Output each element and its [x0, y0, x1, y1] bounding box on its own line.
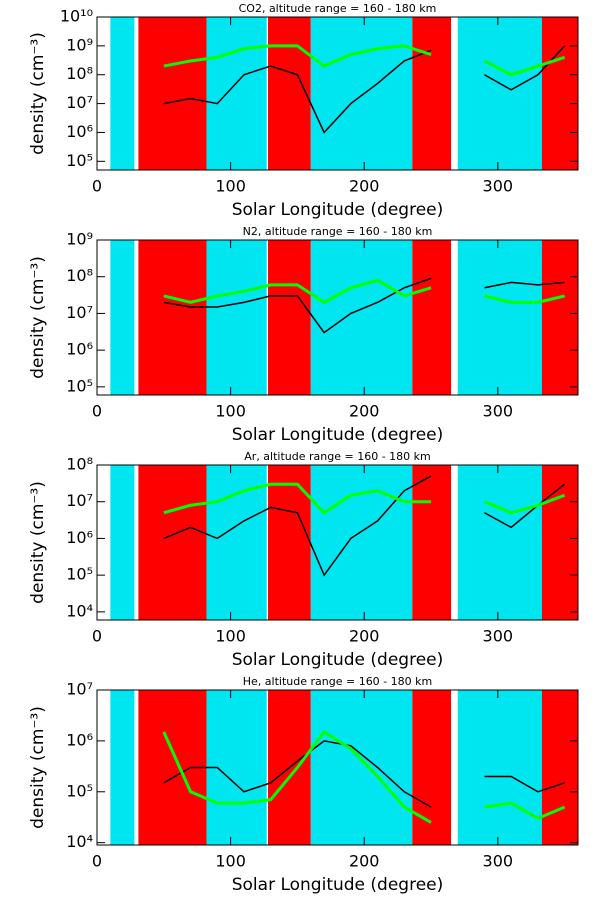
- x-tick-label: 100: [215, 177, 246, 196]
- x-tick-label: 200: [349, 402, 380, 421]
- region: [206, 17, 267, 170]
- panel: 0 100 200 300 10⁴ 10⁵ 10⁶ 10⁷ He, altitude range…: [28, 675, 579, 895]
- region: [412, 240, 452, 395]
- x-tick-label: 300: [483, 852, 514, 871]
- y-tick-label: 10⁸: [66, 64, 93, 83]
- x-tick-label: 0: [92, 852, 102, 871]
- y-axis-label: density (cm⁻³): [28, 481, 48, 604]
- y-tick-label: 10⁹: [66, 230, 93, 249]
- region: [541, 17, 578, 170]
- x-tick-label: 200: [349, 852, 380, 871]
- y-tick-label: 10⁵: [66, 565, 93, 584]
- region: [268, 240, 311, 395]
- region: [138, 465, 207, 620]
- region: [457, 465, 542, 620]
- x-axis-label: Solar Longitude (degree): [232, 200, 444, 220]
- region: [206, 465, 267, 620]
- panel: 0 100 200 300 10⁵ 10⁶ 10⁷ 10⁸ 10⁹ 10¹⁰ CO2, altitu…: [28, 2, 579, 220]
- x-tick-label: 100: [215, 402, 246, 421]
- y-axis-label: density (cm⁻³): [28, 256, 48, 379]
- y-tick-label: 10⁵: [66, 376, 93, 395]
- plot-frame: [96, 16, 579, 171]
- region: [138, 17, 207, 170]
- plot-frame: [96, 239, 579, 396]
- region: [412, 465, 452, 620]
- x-tick-label: 100: [215, 627, 246, 646]
- x-tick-label: 0: [92, 402, 102, 421]
- region: [268, 17, 311, 170]
- y-tick-label: 10⁷: [66, 93, 93, 112]
- region: [110, 465, 135, 620]
- y-tick-label: 10⁸: [66, 455, 93, 474]
- region: [206, 240, 267, 395]
- x-tick-label: 300: [483, 627, 514, 646]
- y-tick-label: 10⁹: [66, 35, 93, 54]
- plot-frame: [96, 464, 579, 621]
- region: [110, 240, 135, 395]
- data-line: [163, 740, 565, 808]
- region: [541, 465, 578, 620]
- region: [310, 240, 413, 395]
- x-tick-label: 300: [483, 177, 514, 196]
- region: [457, 690, 542, 845]
- x-axis-label: Solar Longitude (degree): [232, 425, 444, 445]
- region: [310, 690, 413, 845]
- y-tick-label: 10⁵: [66, 151, 93, 170]
- region: [110, 690, 135, 845]
- panel-title: CO2, altitude range = 160 - 180 km: [239, 2, 437, 15]
- y-axis-label: density (cm⁻³): [28, 706, 48, 829]
- y-tick-label: 10⁶: [66, 730, 93, 749]
- data-line: [163, 475, 566, 577]
- y-tick-label: 10⁷: [66, 680, 93, 699]
- y-tick-label: 10⁴: [66, 601, 93, 620]
- y-tick-label: 10⁶: [66, 340, 93, 359]
- x-tick-label: 0: [92, 627, 102, 646]
- x-tick-label: 300: [483, 402, 514, 421]
- data-line: [162, 729, 566, 824]
- x-tick-label: 200: [349, 177, 380, 196]
- region: [110, 17, 135, 170]
- region: [310, 465, 413, 620]
- panel: 0 100 200 300 10⁴ 10⁵ 10⁶ 10⁷ 10⁸ Ar, altitude ra…: [28, 450, 579, 670]
- data-line: [163, 482, 566, 515]
- region: [457, 17, 542, 170]
- x-axis-label: Solar Longitude (degree): [232, 650, 444, 670]
- y-tick-label: 10⁷: [66, 303, 93, 322]
- x-tick-label: 0: [92, 177, 102, 196]
- panel: 0 100 200 300 10⁵ 10⁶ 10⁷ 10⁸ 10⁹ N2, altitude ra…: [28, 225, 579, 445]
- y-tick-label: 10⁸: [66, 266, 93, 285]
- region: [541, 240, 578, 395]
- data-line: [163, 277, 565, 334]
- panel-title: Ar, altitude range = 160 - 180 km: [244, 450, 430, 463]
- region: [412, 690, 452, 845]
- region: [412, 17, 452, 170]
- plot-frame: [96, 689, 579, 846]
- y-tick-label: 10¹⁰: [60, 7, 93, 26]
- panel-title: N2, altitude range = 160 - 180 km: [243, 225, 433, 238]
- y-tick-label: 10⁴: [66, 832, 93, 851]
- x-tick-label: 100: [215, 852, 246, 871]
- y-tick-label: 10⁶: [66, 122, 93, 141]
- y-tick-label: 10⁷: [66, 491, 93, 510]
- x-axis-label: Solar Longitude (degree): [232, 875, 444, 895]
- y-tick-label: 10⁶: [66, 528, 93, 547]
- y-tick-label: 10⁵: [66, 781, 93, 800]
- region: [457, 240, 542, 395]
- panel-title: He, altitude range = 160 - 180 km: [243, 675, 432, 688]
- y-axis-label: density (cm⁻³): [28, 32, 48, 155]
- region: [541, 690, 578, 845]
- data-line: [163, 44, 566, 77]
- data-line: [163, 278, 565, 305]
- region: [138, 240, 207, 395]
- x-tick-label: 200: [349, 627, 380, 646]
- region: [268, 465, 311, 620]
- region: [310, 17, 413, 170]
